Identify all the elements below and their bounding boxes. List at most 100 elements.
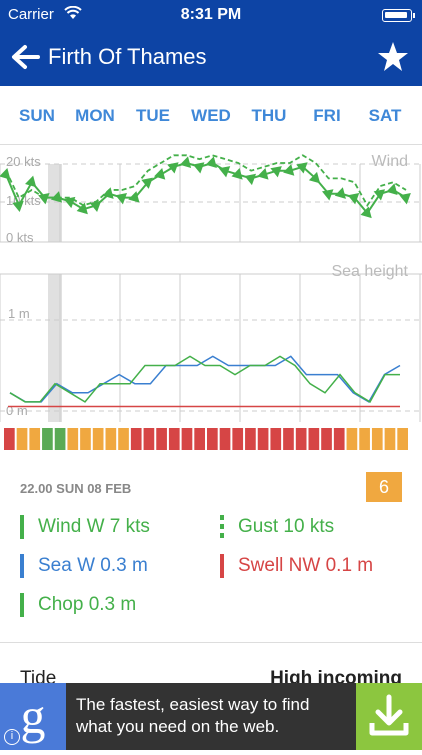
tab-sat[interactable]: SAT [368,106,402,125]
time-cursor [48,274,62,422]
wind-direction-arrow [283,164,295,176]
wind-direction-arrow [205,156,217,169]
sea-line [9,355,401,403]
gust-value: Gust 10 kts [238,516,335,537]
wind-direction-arrow [179,156,192,169]
tab-tue[interactable]: TUE [136,106,170,125]
wind-chart-label: Wind [372,153,408,170]
chop-legend-bar [20,593,24,617]
wind-direction-arrow [38,193,50,205]
tide-value: High incoming [270,668,402,686]
wind-direction-arrow [128,191,140,203]
tab-mon[interactable]: MON [75,106,115,125]
wind-direction-arrow [76,202,88,215]
page-title: Firth Of Thames [48,44,207,69]
rating-segment [283,428,294,450]
rating-segment [219,428,231,450]
tab-sun[interactable]: SUN [19,106,55,125]
wind-direction-arrow [244,173,257,186]
battery-icon [382,9,415,22]
tide-label: Tide [20,668,57,686]
wind-direction-arrow [89,200,102,213]
sea-tick-0: 0 m [6,403,28,418]
rating-segment [270,428,282,450]
status-bar: Carrier 8:31 PM [0,0,422,30]
tab-wed[interactable]: WED [191,106,231,125]
download-icon [369,694,409,736]
rating-segment [92,428,104,450]
rating-badge: 6 [366,472,402,502]
rating-segment [359,428,370,450]
rating-segment [181,428,193,450]
rating-segment [16,428,28,450]
rating-segment [257,428,269,450]
wind-direction-arrow [25,175,37,188]
sea-tick-1: 1 m [8,306,30,321]
rating-segment [295,428,307,450]
rating-segment [321,428,332,450]
wind-direction-arrow [192,162,205,174]
rating-segment [54,428,66,450]
sea-chart-label: Sea height [331,263,408,280]
gust-line [5,154,407,208]
download-button[interactable] [356,683,422,750]
wifi-icon [64,6,82,19]
wind-direction-arrow [115,193,128,205]
wind-direction-arrow [386,183,398,195]
rating-segment [130,428,142,450]
selected-time: 22.00 SUN 08 FEB [20,481,132,496]
favorite-star-icon[interactable] [376,40,410,74]
gust-legend-bar [220,515,224,539]
rating-segment [156,428,167,450]
ad-banner[interactable]: g i The fastest, easiest way to find wha… [0,683,422,750]
wind-direction-arrow [347,193,360,205]
ad-info-icon[interactable]: i [4,729,20,745]
time-cursor [48,164,62,242]
svg-text:g: g [21,688,46,744]
tab-fri[interactable]: FRI [313,106,341,125]
wind-direction-arrow [296,162,308,174]
wind-line [5,161,407,215]
wind-direction-arrow [102,187,114,199]
wind-direction-arrow [270,166,282,178]
sea-value: Sea W 0.3 m [38,555,148,576]
wind-legend-bar [20,515,24,539]
wind-direction-arrow [360,206,372,219]
rating-segment [232,428,244,450]
wind-direction-arrow [308,171,321,184]
rating-segment [207,428,218,450]
carrier-label: Carrier [8,6,54,23]
rating-segment [194,428,205,450]
wind-direction-arrow [141,177,153,189]
tide-row[interactable]: Tide High incoming [0,642,422,686]
rating-segment [168,428,180,450]
swell-legend-bar [220,554,224,578]
rating-segment [29,428,41,450]
tab-thu[interactable]: THU [251,106,287,125]
detail-panel: 22.00 SUN 08 FEB 6 Wind W 7 kts Gust 10 … [0,462,422,642]
wind-direction-arrow [63,196,76,209]
wind-direction-arrow [50,191,63,203]
rating-segment [333,428,345,450]
rating-segment [384,428,396,450]
wind-direction-arrow [257,167,269,180]
wind-direction-arrow [334,187,346,199]
wind-direction-arrow [12,200,24,213]
back-arrow-icon[interactable] [10,42,42,72]
wind-direction-arrow [373,189,386,201]
wind-direction-arrow [218,166,231,178]
forecast-chart[interactable]: Wind 20 kts 10 kts 0 kts Sea height 1 m … [0,150,422,450]
rating-segment [80,428,91,450]
wind-direction-arrow [231,167,243,180]
rating-segment [67,428,79,450]
rating-segment [397,428,408,450]
wind-tick-20: 20 kts [6,154,41,169]
rating-segment [118,428,129,450]
divider [0,642,422,643]
rating-segment [143,428,155,450]
wind-direction-arrow [399,193,411,205]
rating-segment [245,428,256,450]
rating-segment [42,428,53,450]
rating-segment [105,428,117,450]
wind-direction-arrow [154,167,166,180]
